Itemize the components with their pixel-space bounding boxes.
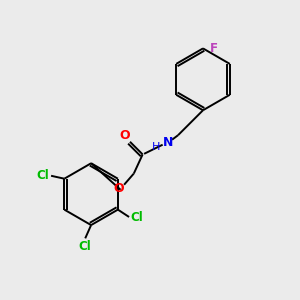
Text: H: H xyxy=(152,142,161,152)
Text: Cl: Cl xyxy=(37,169,50,182)
Text: O: O xyxy=(114,182,124,195)
Text: Cl: Cl xyxy=(79,240,92,253)
Text: N: N xyxy=(163,136,173,149)
Text: Cl: Cl xyxy=(130,212,143,224)
Text: F: F xyxy=(209,42,217,55)
Text: O: O xyxy=(120,129,130,142)
